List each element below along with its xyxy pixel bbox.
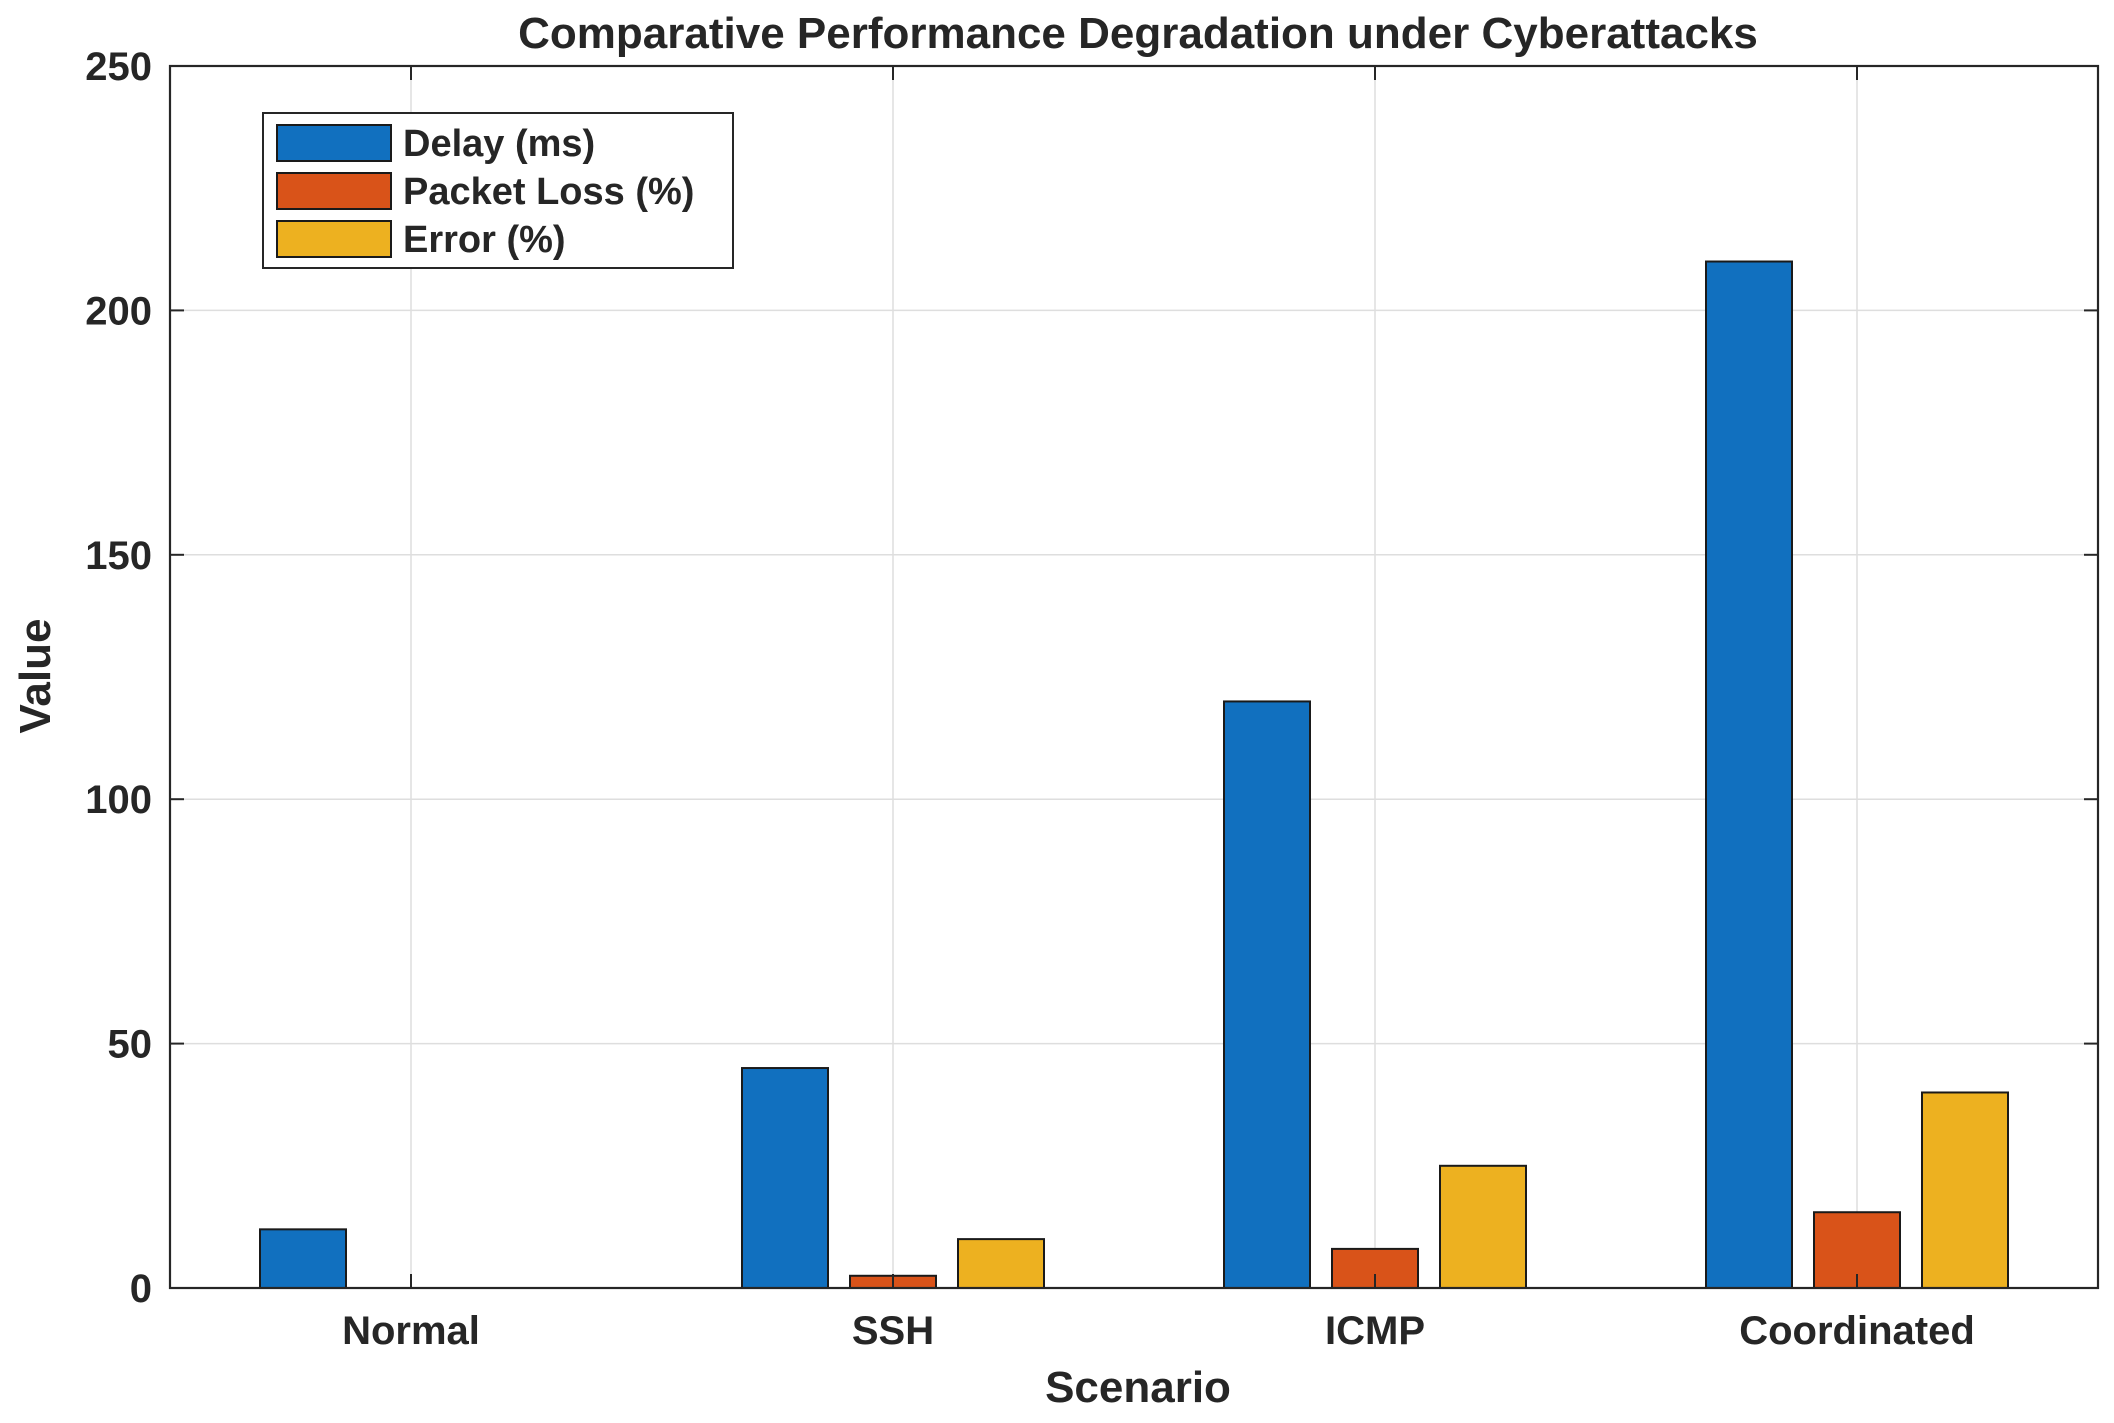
legend: Delay (ms) Packet Loss (%) Error (%) — [262, 112, 734, 269]
bars — [259, 260, 2009, 1290]
legend-label-1: Packet Loss (%) — [403, 171, 694, 213]
y-tick-label: 200 — [85, 289, 152, 333]
legend-swatch-1 — [276, 172, 392, 210]
legend-swatch-0 — [276, 124, 392, 162]
y-tick-label: 250 — [85, 45, 152, 89]
bar-0-2 — [1223, 700, 1311, 1289]
y-tick-label: 50 — [108, 1023, 153, 1067]
legend-label-2: Error (%) — [403, 219, 566, 261]
chart-title: Comparative Performance Degradation unde… — [518, 9, 1758, 58]
y-tick-label: 0 — [130, 1267, 152, 1311]
x-tick-label: Coordinated — [1739, 1309, 1975, 1353]
legend-swatch-2 — [276, 220, 392, 258]
bar-0-3 — [1705, 260, 1793, 1289]
y-tick-label: 150 — [85, 534, 152, 578]
bar-2-1 — [957, 1238, 1045, 1289]
bar-0-1 — [741, 1067, 829, 1290]
x-tick-label: ICMP — [1325, 1309, 1425, 1353]
bar-2-2 — [1439, 1164, 1527, 1290]
y-axis-label: Value — [11, 619, 60, 734]
x-axis-label: Scenario — [1045, 1363, 1231, 1412]
y-tick-label: 100 — [85, 778, 152, 822]
plot-area-border — [168, 64, 2100, 1290]
axes — [168, 64, 2100, 1290]
x-tick-label: Normal — [342, 1309, 480, 1353]
bar-2-3 — [1921, 1091, 2009, 1289]
x-tick-label: SSH — [852, 1309, 934, 1353]
bar-0-0 — [259, 1228, 347, 1289]
legend-label-0: Delay (ms) — [403, 123, 595, 165]
tick-labels: 0 50 100 150 200 250 Normal SSH ICMP Coordinated — [85, 45, 1975, 1353]
